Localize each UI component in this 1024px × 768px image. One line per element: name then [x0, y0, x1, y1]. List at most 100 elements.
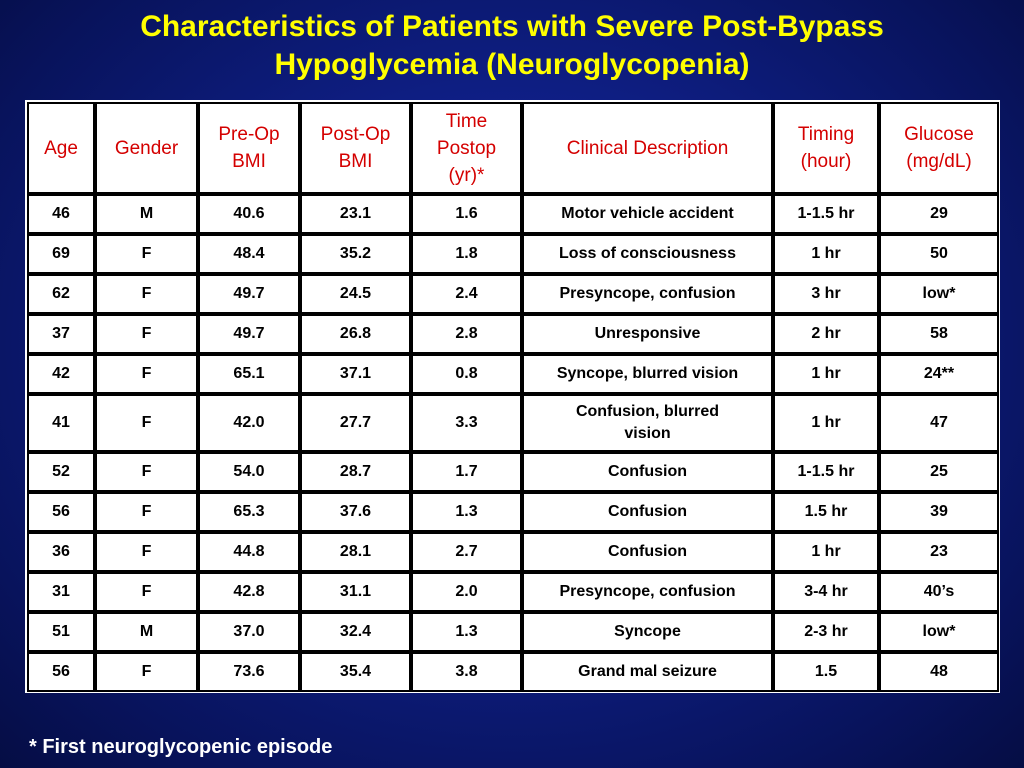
cell-time-postop: 0.8: [411, 354, 522, 394]
cell-timing: 1 hr: [773, 532, 879, 572]
cell-preop-bmi: 48.4: [198, 234, 300, 274]
table-row: 56 F 73.6 35.4 3.8 Grand mal seizure 1.5…: [27, 652, 999, 692]
cell-timing: 3 hr: [773, 274, 879, 314]
cell-age: 36: [27, 532, 95, 572]
cell-gender: F: [95, 394, 198, 452]
cell-gender: M: [95, 194, 198, 234]
cell-timing: 1 hr: [773, 354, 879, 394]
footnote: * First neuroglycopenic episode: [29, 736, 333, 758]
cell-preop-bmi: 65.1: [198, 354, 300, 394]
cell-preop-bmi: 54.0: [198, 452, 300, 492]
cell-time-postop: 3.3: [411, 394, 522, 452]
header-row: Age Gender Pre-Op BMI Post-Op BMI Time P…: [27, 102, 999, 194]
header-clinical-description: Clinical Description: [522, 102, 773, 194]
table-row: 31 F 42.8 31.1 2.0 Presyncope, confusion…: [27, 572, 999, 612]
cell-gender: F: [95, 532, 198, 572]
cell-glucose: 23: [879, 532, 999, 572]
table-row: 69 F 48.4 35.2 1.8 Loss of consciousness…: [27, 234, 999, 274]
header-gender: Gender: [95, 102, 198, 194]
cell-preop-bmi: 49.7: [198, 314, 300, 354]
cell-time-postop: 2.4: [411, 274, 522, 314]
cell-clinical-description: Grand mal seizure: [522, 652, 773, 692]
cell-gender: F: [95, 314, 198, 354]
cell-preop-bmi: 40.6: [198, 194, 300, 234]
cell-glucose: low*: [879, 274, 999, 314]
cell-time-postop: 2.8: [411, 314, 522, 354]
cell-clinical-description: Confusion: [522, 452, 773, 492]
cell-preop-bmi: 37.0: [198, 612, 300, 652]
cell-preop-bmi: 42.0: [198, 394, 300, 452]
cell-timing: 1.5: [773, 652, 879, 692]
cell-gender: F: [95, 234, 198, 274]
cell-clinical-description: Loss of consciousness: [522, 234, 773, 274]
cell-clinical-description: Confusion: [522, 532, 773, 572]
cell-gender: F: [95, 354, 198, 394]
cell-timing: 1 hr: [773, 394, 879, 452]
cell-preop-bmi: 44.8: [198, 532, 300, 572]
cell-time-postop: 1.7: [411, 452, 522, 492]
cell-age: 37: [27, 314, 95, 354]
cell-age: 52: [27, 452, 95, 492]
cell-age: 42: [27, 354, 95, 394]
cell-time-postop: 2.7: [411, 532, 522, 572]
cell-time-postop: 2.0: [411, 572, 522, 612]
cell-glucose: 48: [879, 652, 999, 692]
header-glucose: Glucose (mg/dL): [879, 102, 999, 194]
cell-time-postop: 3.8: [411, 652, 522, 692]
cell-age: 41: [27, 394, 95, 452]
table-row: 52 F 54.0 28.7 1.7 Confusion 1-1.5 hr 25: [27, 452, 999, 492]
cell-time-postop: 1.3: [411, 492, 522, 532]
cell-clinical-description: Confusion: [522, 492, 773, 532]
header-timing: Timing (hour): [773, 102, 879, 194]
cell-gender: F: [95, 652, 198, 692]
cell-preop-bmi: 42.8: [198, 572, 300, 612]
cell-clinical-description: Presyncope, confusion: [522, 572, 773, 612]
cell-clinical-description: Confusion, blurred vision: [522, 394, 773, 452]
cell-clinical-description: Syncope: [522, 612, 773, 652]
cell-glucose: 25: [879, 452, 999, 492]
table-row: 36 F 44.8 28.1 2.7 Confusion 1 hr 23: [27, 532, 999, 572]
table-row: 41 F 42.0 27.7 3.3 Confusion, blurred vi…: [27, 394, 999, 452]
cell-age: 31: [27, 572, 95, 612]
table-row: 62 F 49.7 24.5 2.4 Presyncope, confusion…: [27, 274, 999, 314]
cell-age: 69: [27, 234, 95, 274]
cell-clinical-description: Syncope, blurred vision: [522, 354, 773, 394]
cell-postop-bmi: 31.1: [300, 572, 411, 612]
cell-postop-bmi: 37.6: [300, 492, 411, 532]
header-time-postop: Time Postop (yr)*: [411, 102, 522, 194]
cell-postop-bmi: 27.7: [300, 394, 411, 452]
patient-characteristics-table: Age Gender Pre-Op BMI Post-Op BMI Time P…: [27, 102, 999, 692]
cell-postop-bmi: 32.4: [300, 612, 411, 652]
table-row: 37 F 49.7 26.8 2.8 Unresponsive 2 hr 58: [27, 314, 999, 354]
cell-gender: F: [95, 572, 198, 612]
cell-age: 56: [27, 652, 95, 692]
cell-postop-bmi: 23.1: [300, 194, 411, 234]
cell-postop-bmi: 24.5: [300, 274, 411, 314]
cell-postop-bmi: 28.1: [300, 532, 411, 572]
cell-preop-bmi: 49.7: [198, 274, 300, 314]
table-row: 42 F 65.1 37.1 0.8 Syncope, blurred visi…: [27, 354, 999, 394]
cell-gender: M: [95, 612, 198, 652]
cell-age: 46: [27, 194, 95, 234]
cell-postop-bmi: 35.2: [300, 234, 411, 274]
cell-age: 56: [27, 492, 95, 532]
cell-postop-bmi: 37.1: [300, 354, 411, 394]
cell-timing: 1.5 hr: [773, 492, 879, 532]
cell-gender: F: [95, 452, 198, 492]
cell-glucose: 24**: [879, 354, 999, 394]
patient-table-container: Age Gender Pre-Op BMI Post-Op BMI Time P…: [25, 100, 1000, 693]
cell-timing: 3-4 hr: [773, 572, 879, 612]
cell-glucose: 58: [879, 314, 999, 354]
cell-timing: 1-1.5 hr: [773, 452, 879, 492]
header-preop-bmi: Pre-Op BMI: [198, 102, 300, 194]
cell-postop-bmi: 26.8: [300, 314, 411, 354]
cell-timing: 1 hr: [773, 234, 879, 274]
cell-age: 51: [27, 612, 95, 652]
cell-glucose: 39: [879, 492, 999, 532]
table-row: 51 M 37.0 32.4 1.3 Syncope 2-3 hr low*: [27, 612, 999, 652]
cell-time-postop: 1.3: [411, 612, 522, 652]
header-age: Age: [27, 102, 95, 194]
title-line-2: Hypoglycemia (Neuroglycopenia): [274, 48, 750, 81]
table-row: 56 F 65.3 37.6 1.3 Confusion 1.5 hr 39: [27, 492, 999, 532]
cell-time-postop: 1.6: [411, 194, 522, 234]
